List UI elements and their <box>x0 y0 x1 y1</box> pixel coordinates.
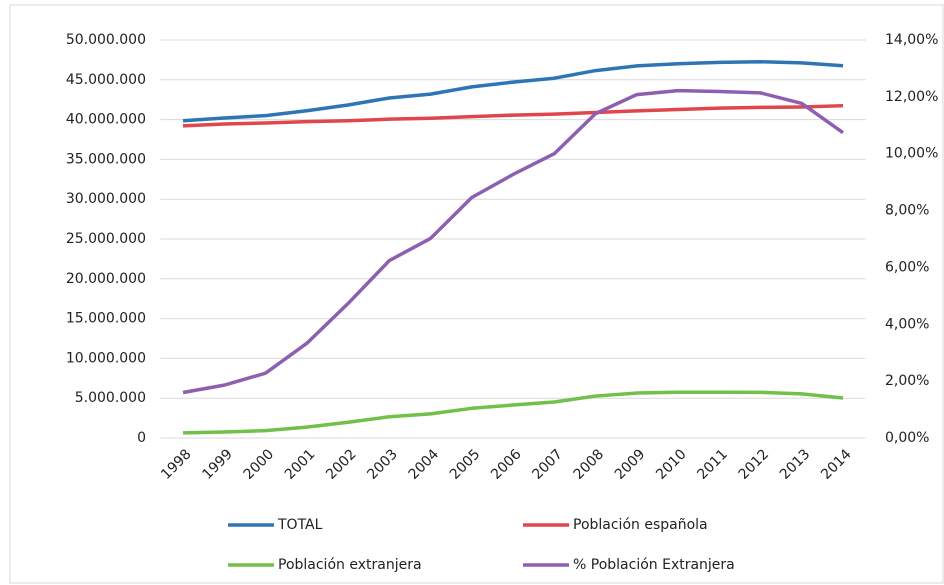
y2-tick-label: 12,00% <box>885 89 938 105</box>
y2-tick-label: 2,00% <box>885 373 929 389</box>
x-tick-label: 2009 <box>612 446 649 483</box>
y-tick-label: 0 <box>137 430 146 446</box>
y2-tick-label: 8,00% <box>885 203 929 219</box>
x-tick-label: 2007 <box>529 446 566 483</box>
series-line <box>182 60 844 123</box>
legend-label: Población extranjera <box>278 557 422 573</box>
y-tick-label: 10.000.000 <box>66 350 146 366</box>
x-tick-label: 2002 <box>323 446 360 483</box>
legend-label: % Población Extranjera <box>573 557 735 573</box>
y-tick-label: 15.000.000 <box>66 311 146 327</box>
x-tick-label: 2005 <box>447 446 484 483</box>
x-tick-label: 2008 <box>571 446 608 483</box>
series-line <box>182 88 845 395</box>
x-tick-label: 2012 <box>736 446 773 483</box>
legend-label: Población española <box>573 517 708 533</box>
y-tick-label: 45.000.000 <box>66 72 146 88</box>
y-tick-label: 40.000.000 <box>66 112 146 128</box>
x-tick-label: 2010 <box>653 446 690 483</box>
y2-tick-label: 0,00% <box>885 430 929 446</box>
y-tick-label: 5.000.000 <box>75 390 146 406</box>
series-line <box>182 103 844 128</box>
y2-tick-label: 6,00% <box>885 259 929 275</box>
chart-frame <box>9 4 944 584</box>
y-tick-label: 50.000.000 <box>66 32 146 48</box>
y2-tick-label: 14,00% <box>885 32 938 48</box>
x-tick-label: 1999 <box>199 446 236 483</box>
x-tick-label: 2013 <box>777 446 814 483</box>
y2-tick-label: 4,00% <box>885 316 929 332</box>
y2-tick-label: 10,00% <box>885 146 938 162</box>
series-line <box>182 390 844 435</box>
x-tick-label: 2014 <box>818 446 855 483</box>
x-tick-label: 2001 <box>282 446 319 483</box>
y-tick-label: 25.000.000 <box>66 231 146 247</box>
x-tick-label: 2003 <box>364 446 401 483</box>
x-tick-label: 2004 <box>406 446 443 483</box>
x-tick-label: 2011 <box>694 446 731 483</box>
y-tick-label: 35.000.000 <box>66 151 146 167</box>
y-tick-label: 30.000.000 <box>66 191 146 207</box>
x-tick-label: 2000 <box>241 446 278 483</box>
y-tick-label: 20.000.000 <box>66 271 146 287</box>
x-tick-label: 2006 <box>488 446 525 483</box>
x-tick-label: 1998 <box>158 446 195 483</box>
legend-label: TOTAL <box>277 517 323 533</box>
